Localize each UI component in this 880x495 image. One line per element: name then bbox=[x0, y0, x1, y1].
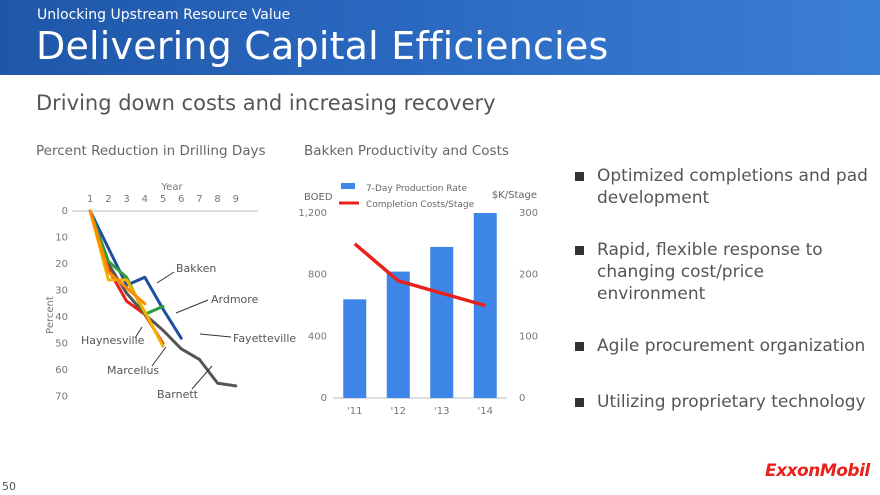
bakken-annotation: Bakken bbox=[176, 262, 216, 275]
drilling-y-tick: 50 bbox=[55, 339, 68, 350]
ardmore-annotation: Ardmore bbox=[211, 293, 259, 306]
section-kicker: Unlocking Upstream Resource Value bbox=[37, 7, 291, 23]
barnett-annotation: Barnett bbox=[157, 388, 199, 401]
bakken-x-tick: '13 bbox=[434, 406, 449, 417]
bakken-chart-title: Bakken Productivity and Costs bbox=[304, 143, 509, 159]
bakken-right-tick: 300 bbox=[519, 208, 538, 219]
legend-production-label: 7-Day Production Rate bbox=[366, 184, 467, 194]
drilling-y-tick: 20 bbox=[55, 259, 68, 270]
bullet-square-icon bbox=[575, 342, 584, 351]
bullet-item: Rapid, flexible response to changing cos… bbox=[575, 239, 875, 305]
marcellus-annotation: Marcellus bbox=[107, 364, 159, 377]
legend-production-swatch bbox=[341, 183, 355, 189]
legend-cost-label: Completion Costs/Stage bbox=[366, 200, 475, 210]
bakken-right-tick: 100 bbox=[519, 331, 538, 342]
ardmore-pointer bbox=[175, 299, 209, 314]
barnett-pointer bbox=[191, 365, 213, 390]
haynesville-pointer bbox=[134, 326, 143, 339]
bullet-square-icon bbox=[575, 246, 584, 255]
drilling-y-tick: 40 bbox=[55, 312, 68, 323]
series-line-barnett bbox=[88, 209, 238, 388]
bullet-list: Optimized completions and pad developmen… bbox=[575, 165, 875, 413]
bakken-left-axis-title: BOED bbox=[304, 192, 333, 203]
completion-cost-line bbox=[353, 242, 486, 308]
drilling-x-tick: 4 bbox=[142, 194, 148, 205]
fayetteville-annotation: Fayetteville bbox=[233, 332, 296, 345]
drilling-x-tick: 3 bbox=[123, 194, 129, 205]
drilling-x-tick: 1 bbox=[87, 194, 93, 205]
series-line-marcellus bbox=[88, 209, 147, 306]
bullet-item: Agile procurement organization bbox=[575, 335, 875, 357]
series-line-ardmore bbox=[88, 209, 165, 316]
bakken-left-tick: 1,200 bbox=[298, 208, 327, 219]
drilling-x-tick: 2 bbox=[105, 194, 111, 205]
drilling-x-tick: 8 bbox=[214, 194, 220, 205]
bakken-right-tick: 200 bbox=[519, 270, 538, 281]
marcellus-pointer bbox=[151, 346, 167, 367]
drilling-y-tick: 10 bbox=[55, 233, 68, 244]
series-line-haynesville bbox=[88, 209, 165, 348]
drilling-y-tick: 60 bbox=[55, 365, 68, 376]
drilling-chart-title: Percent Reduction in Drilling Days bbox=[36, 143, 266, 159]
bakken-x-tick: '11 bbox=[347, 406, 362, 417]
bullet-item: Utilizing proprietary technology bbox=[575, 391, 875, 413]
bakken-right-tick: 0 bbox=[519, 393, 525, 404]
bakken-pointer bbox=[156, 271, 175, 284]
production-bar bbox=[386, 271, 410, 398]
drilling-x-tick: 7 bbox=[196, 194, 202, 205]
exxonmobil-logo: ExxonMobil bbox=[765, 461, 870, 481]
bullet-square-icon bbox=[575, 398, 584, 407]
bakken-x-tick: '14 bbox=[478, 406, 493, 417]
drilling-x-tick: 6 bbox=[178, 194, 184, 205]
bakken-right-axis-title: $K/Stage bbox=[492, 190, 537, 201]
drilling-y-tick: 70 bbox=[55, 392, 68, 403]
bakken-left-tick: 0 bbox=[321, 393, 327, 404]
bullet-text: Utilizing proprietary technology bbox=[597, 392, 866, 412]
haynesville-annotation: Haynesville bbox=[81, 334, 145, 347]
slide-title: Delivering Capital Efficiencies bbox=[36, 24, 609, 68]
series-line-bakken bbox=[88, 209, 183, 340]
drilling-y-tick: 0 bbox=[62, 206, 68, 217]
fayetteville-pointer bbox=[199, 333, 232, 338]
production-bar bbox=[343, 299, 367, 398]
page-number: 50 bbox=[2, 480, 16, 493]
drilling-y-tick: 30 bbox=[55, 286, 68, 297]
bullet-item: Optimized completions and pad developmen… bbox=[575, 165, 875, 209]
bullet-square-icon bbox=[575, 172, 584, 181]
drilling-x-axis-title: Year bbox=[160, 182, 183, 193]
drilling-y-axis-title: Percent bbox=[45, 296, 56, 334]
bakken-x-tick: '12 bbox=[391, 406, 406, 417]
drilling-x-tick: 9 bbox=[233, 194, 239, 205]
bakken-left-tick: 400 bbox=[308, 331, 327, 342]
bullet-text: Optimized completions and pad developmen… bbox=[597, 166, 868, 208]
bullet-text: Agile procurement organization bbox=[597, 336, 866, 356]
bullet-text: Rapid, flexible response to changing cos… bbox=[597, 240, 823, 304]
drilling-axes: Year Percent bbox=[45, 182, 258, 334]
bakken-left-tick: 800 bbox=[308, 270, 327, 281]
drilling-x-tick: 5 bbox=[160, 194, 166, 205]
slide-subtitle: Driving down costs and increasing recove… bbox=[36, 91, 496, 115]
title-banner: Unlocking Upstream Resource Value Delive… bbox=[0, 0, 880, 75]
production-bar bbox=[430, 246, 454, 398]
